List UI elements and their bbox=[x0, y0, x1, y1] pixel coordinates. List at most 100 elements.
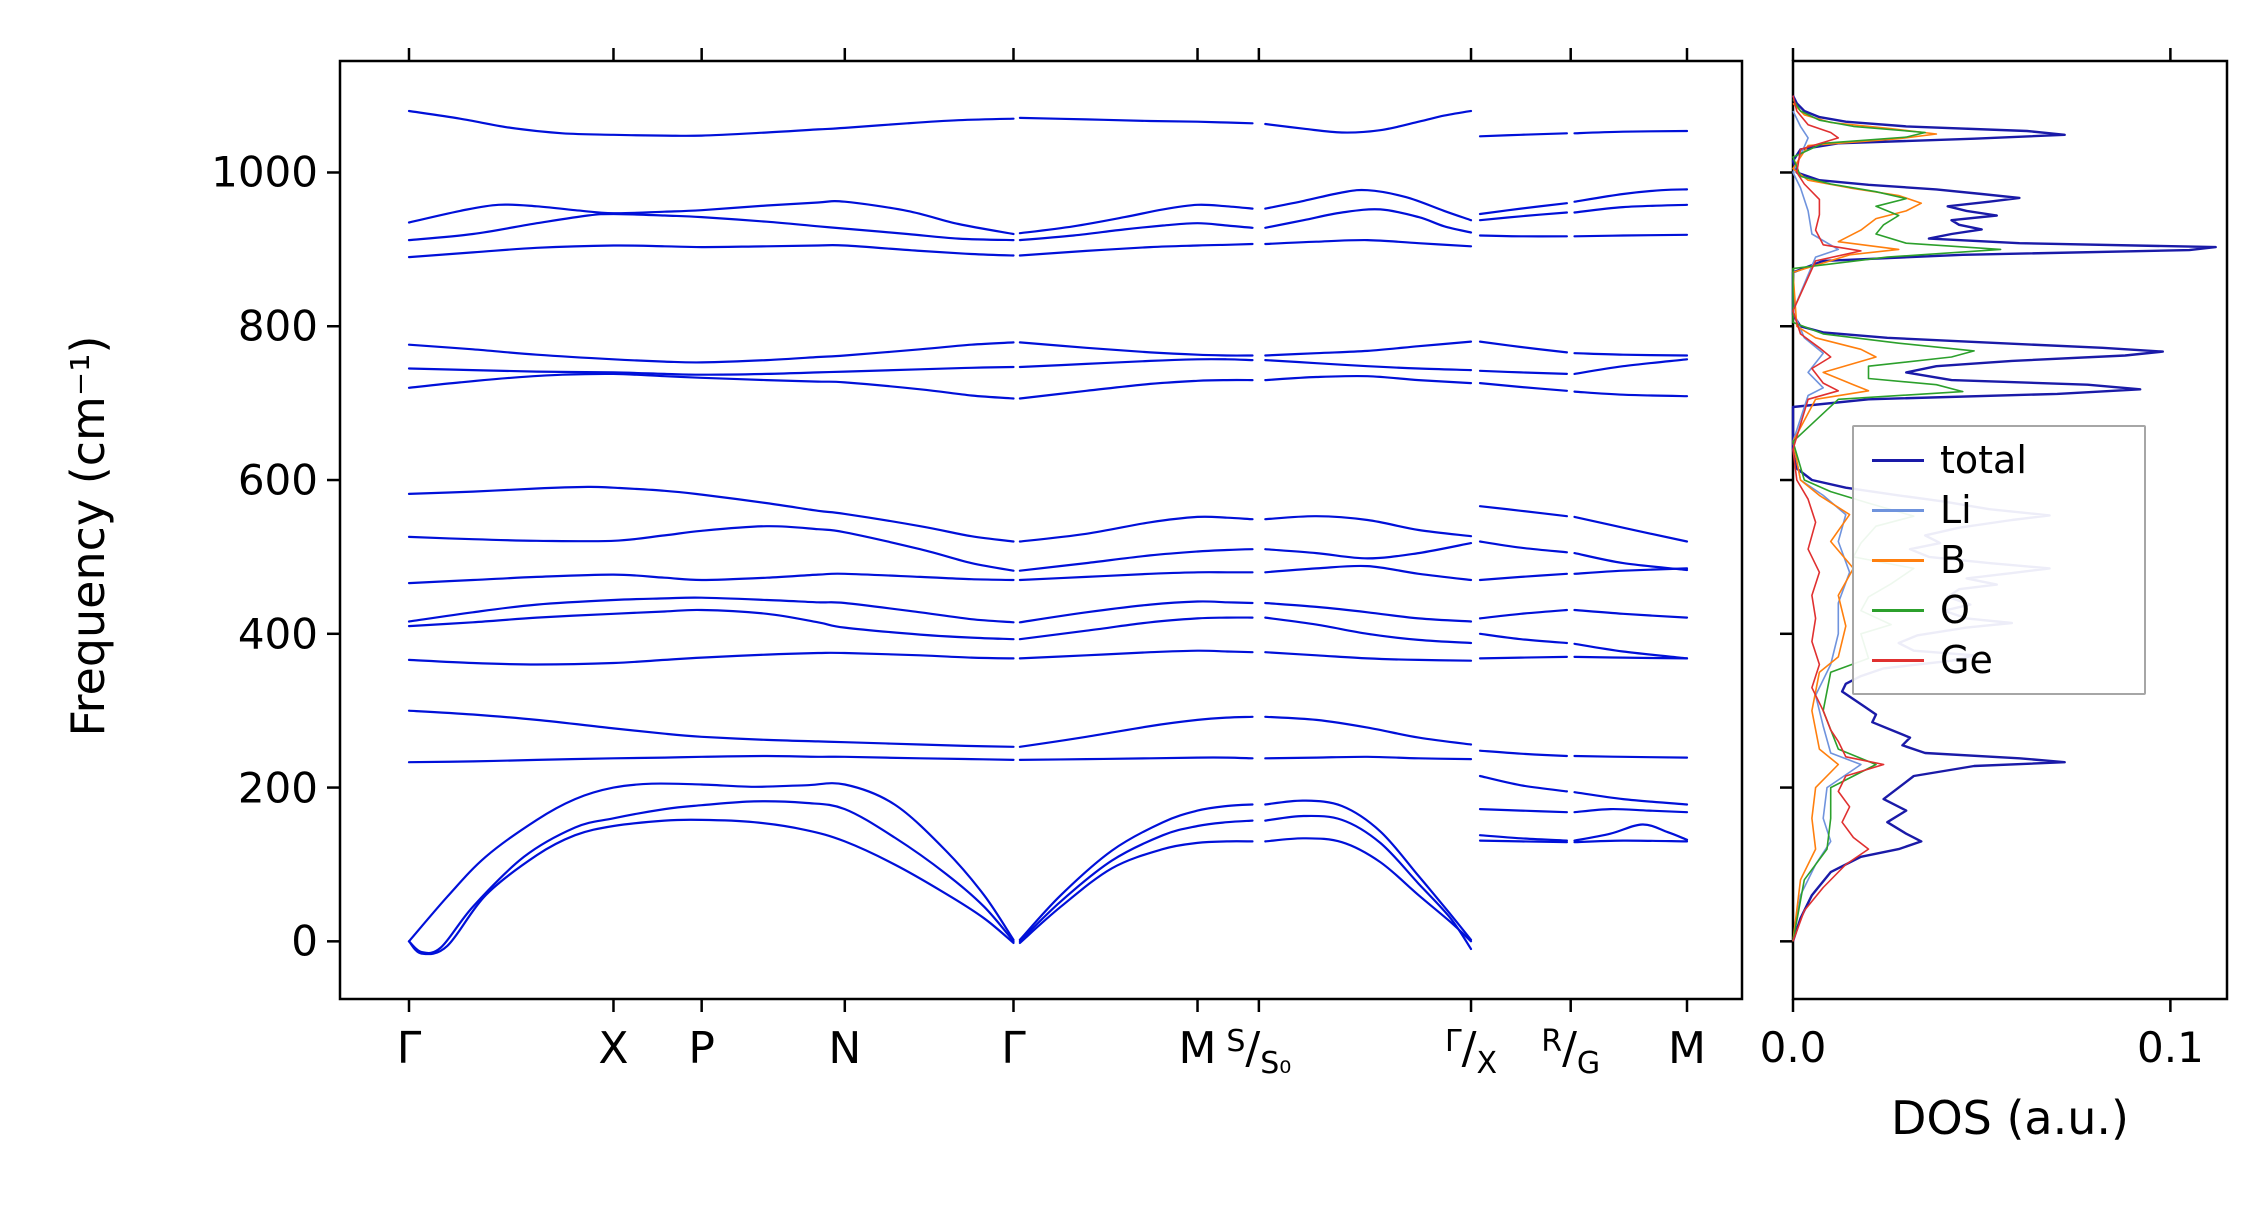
phonon-band bbox=[1264, 715, 1473, 746]
phonon-band bbox=[1573, 358, 1689, 375]
phonon-band bbox=[1018, 358, 1254, 369]
phonon-band bbox=[1018, 341, 1254, 357]
phonon-band bbox=[1264, 542, 1473, 560]
phonon-band bbox=[1264, 208, 1473, 234]
phonon-band bbox=[1573, 352, 1689, 357]
phonon-band bbox=[1478, 132, 1568, 138]
phonon-band bbox=[1573, 791, 1689, 806]
legend-label: Ge bbox=[1940, 638, 1993, 682]
dos-curve-Ge bbox=[1792, 95, 1885, 942]
phonon-band bbox=[1573, 567, 1689, 575]
band-axes-frame bbox=[338, 59, 1744, 1001]
phonon-band bbox=[1478, 211, 1568, 222]
dos-curve-Li bbox=[1792, 110, 1862, 942]
legend-entry: total bbox=[1872, 437, 2126, 483]
legend-label: B bbox=[1940, 538, 1967, 582]
phonon-band bbox=[407, 109, 1015, 137]
phonon-band bbox=[407, 365, 1015, 376]
phonon-band bbox=[407, 525, 1015, 572]
phonon-band bbox=[407, 818, 1015, 956]
dos-curve-B bbox=[1792, 102, 1938, 942]
phonon-band bbox=[1478, 382, 1568, 392]
phonon-band bbox=[1018, 715, 1254, 748]
phonon-band bbox=[1478, 839, 1568, 844]
phonon-band bbox=[407, 754, 1015, 764]
phonon-band bbox=[407, 709, 1015, 748]
phonon-band bbox=[1264, 837, 1473, 943]
phonon-band bbox=[1018, 116, 1254, 125]
phonon-band bbox=[1478, 234, 1568, 238]
phonon-band bbox=[1478, 749, 1568, 758]
phonon-band bbox=[407, 608, 1015, 641]
phonon-band bbox=[1478, 608, 1568, 620]
legend-line-swatch bbox=[1872, 658, 1924, 662]
phonon-band bbox=[1478, 505, 1568, 518]
phonon-band bbox=[407, 782, 1015, 943]
phonon-band bbox=[1264, 601, 1473, 623]
phonon-band bbox=[407, 243, 1015, 259]
phonon-band bbox=[1018, 203, 1254, 235]
legend-line-swatch bbox=[1872, 458, 1924, 462]
phonon-band bbox=[1264, 564, 1473, 582]
phonon-band bbox=[1018, 756, 1254, 761]
phonon-band bbox=[1018, 222, 1254, 242]
phonon-band bbox=[407, 485, 1015, 543]
phonon-band bbox=[1478, 540, 1568, 554]
legend-label: total bbox=[1940, 438, 2027, 482]
phonon-band bbox=[407, 212, 1015, 242]
phonon-band bbox=[1573, 823, 1689, 842]
phonon-band bbox=[407, 341, 1015, 364]
phonon-band bbox=[407, 372, 1015, 400]
phonon-band bbox=[1573, 515, 1689, 543]
phonon-band bbox=[407, 651, 1015, 666]
phonon-band bbox=[407, 200, 1015, 236]
phonon-band bbox=[1264, 651, 1473, 662]
phonon-band bbox=[1264, 755, 1473, 761]
phonon-band bbox=[407, 572, 1015, 585]
phonon-band bbox=[1264, 374, 1473, 385]
phonon-band bbox=[1264, 359, 1473, 372]
phonon-band bbox=[1573, 233, 1689, 238]
legend-line-swatch bbox=[1872, 558, 1924, 562]
phonon-band bbox=[1478, 632, 1568, 645]
phonon-band bbox=[1018, 616, 1254, 641]
phonon-band bbox=[1573, 552, 1689, 572]
phonon-band bbox=[1573, 188, 1689, 203]
phonon-band bbox=[1573, 754, 1689, 759]
dos-legend: total Li B O Ge bbox=[1852, 425, 2146, 695]
phonon-band bbox=[1018, 803, 1254, 941]
legend-line-swatch bbox=[1872, 608, 1924, 612]
legend-label: Li bbox=[1940, 488, 1972, 532]
phonon-band bbox=[1478, 834, 1568, 842]
legend-entry: O bbox=[1872, 587, 2126, 633]
phonon-band bbox=[1478, 572, 1568, 582]
legend-entry: B bbox=[1872, 537, 2126, 583]
dos-axes-frame bbox=[1791, 59, 2229, 1001]
phonon-band bbox=[1478, 808, 1568, 814]
phonon-band bbox=[1264, 109, 1473, 134]
phonon-band bbox=[1018, 840, 1254, 944]
phonon-band bbox=[1573, 839, 1689, 844]
phonon-band bbox=[1573, 390, 1689, 398]
phonon-band bbox=[1573, 608, 1689, 619]
phonon-band bbox=[1573, 129, 1689, 135]
legend-label: O bbox=[1940, 588, 1970, 632]
phonon-band bbox=[407, 596, 1015, 624]
phonon-band bbox=[1018, 571, 1254, 582]
phonon-band bbox=[1018, 819, 1254, 943]
phonon-band bbox=[1264, 515, 1473, 538]
phonon-band bbox=[1478, 340, 1568, 354]
phonon-band bbox=[1018, 548, 1254, 572]
phonon-band bbox=[1573, 807, 1689, 814]
phonon-band bbox=[1264, 799, 1473, 941]
phonon-band bbox=[1264, 814, 1473, 951]
phonon-band bbox=[1573, 642, 1689, 660]
phonon-band bbox=[1264, 238, 1473, 248]
legend-entry: Li bbox=[1872, 487, 2126, 533]
phonon-band bbox=[1018, 649, 1254, 660]
phonon-band bbox=[1264, 616, 1473, 645]
phonon-band bbox=[1478, 774, 1568, 793]
phonon-band bbox=[1478, 369, 1568, 375]
phonon-band bbox=[1264, 188, 1473, 222]
